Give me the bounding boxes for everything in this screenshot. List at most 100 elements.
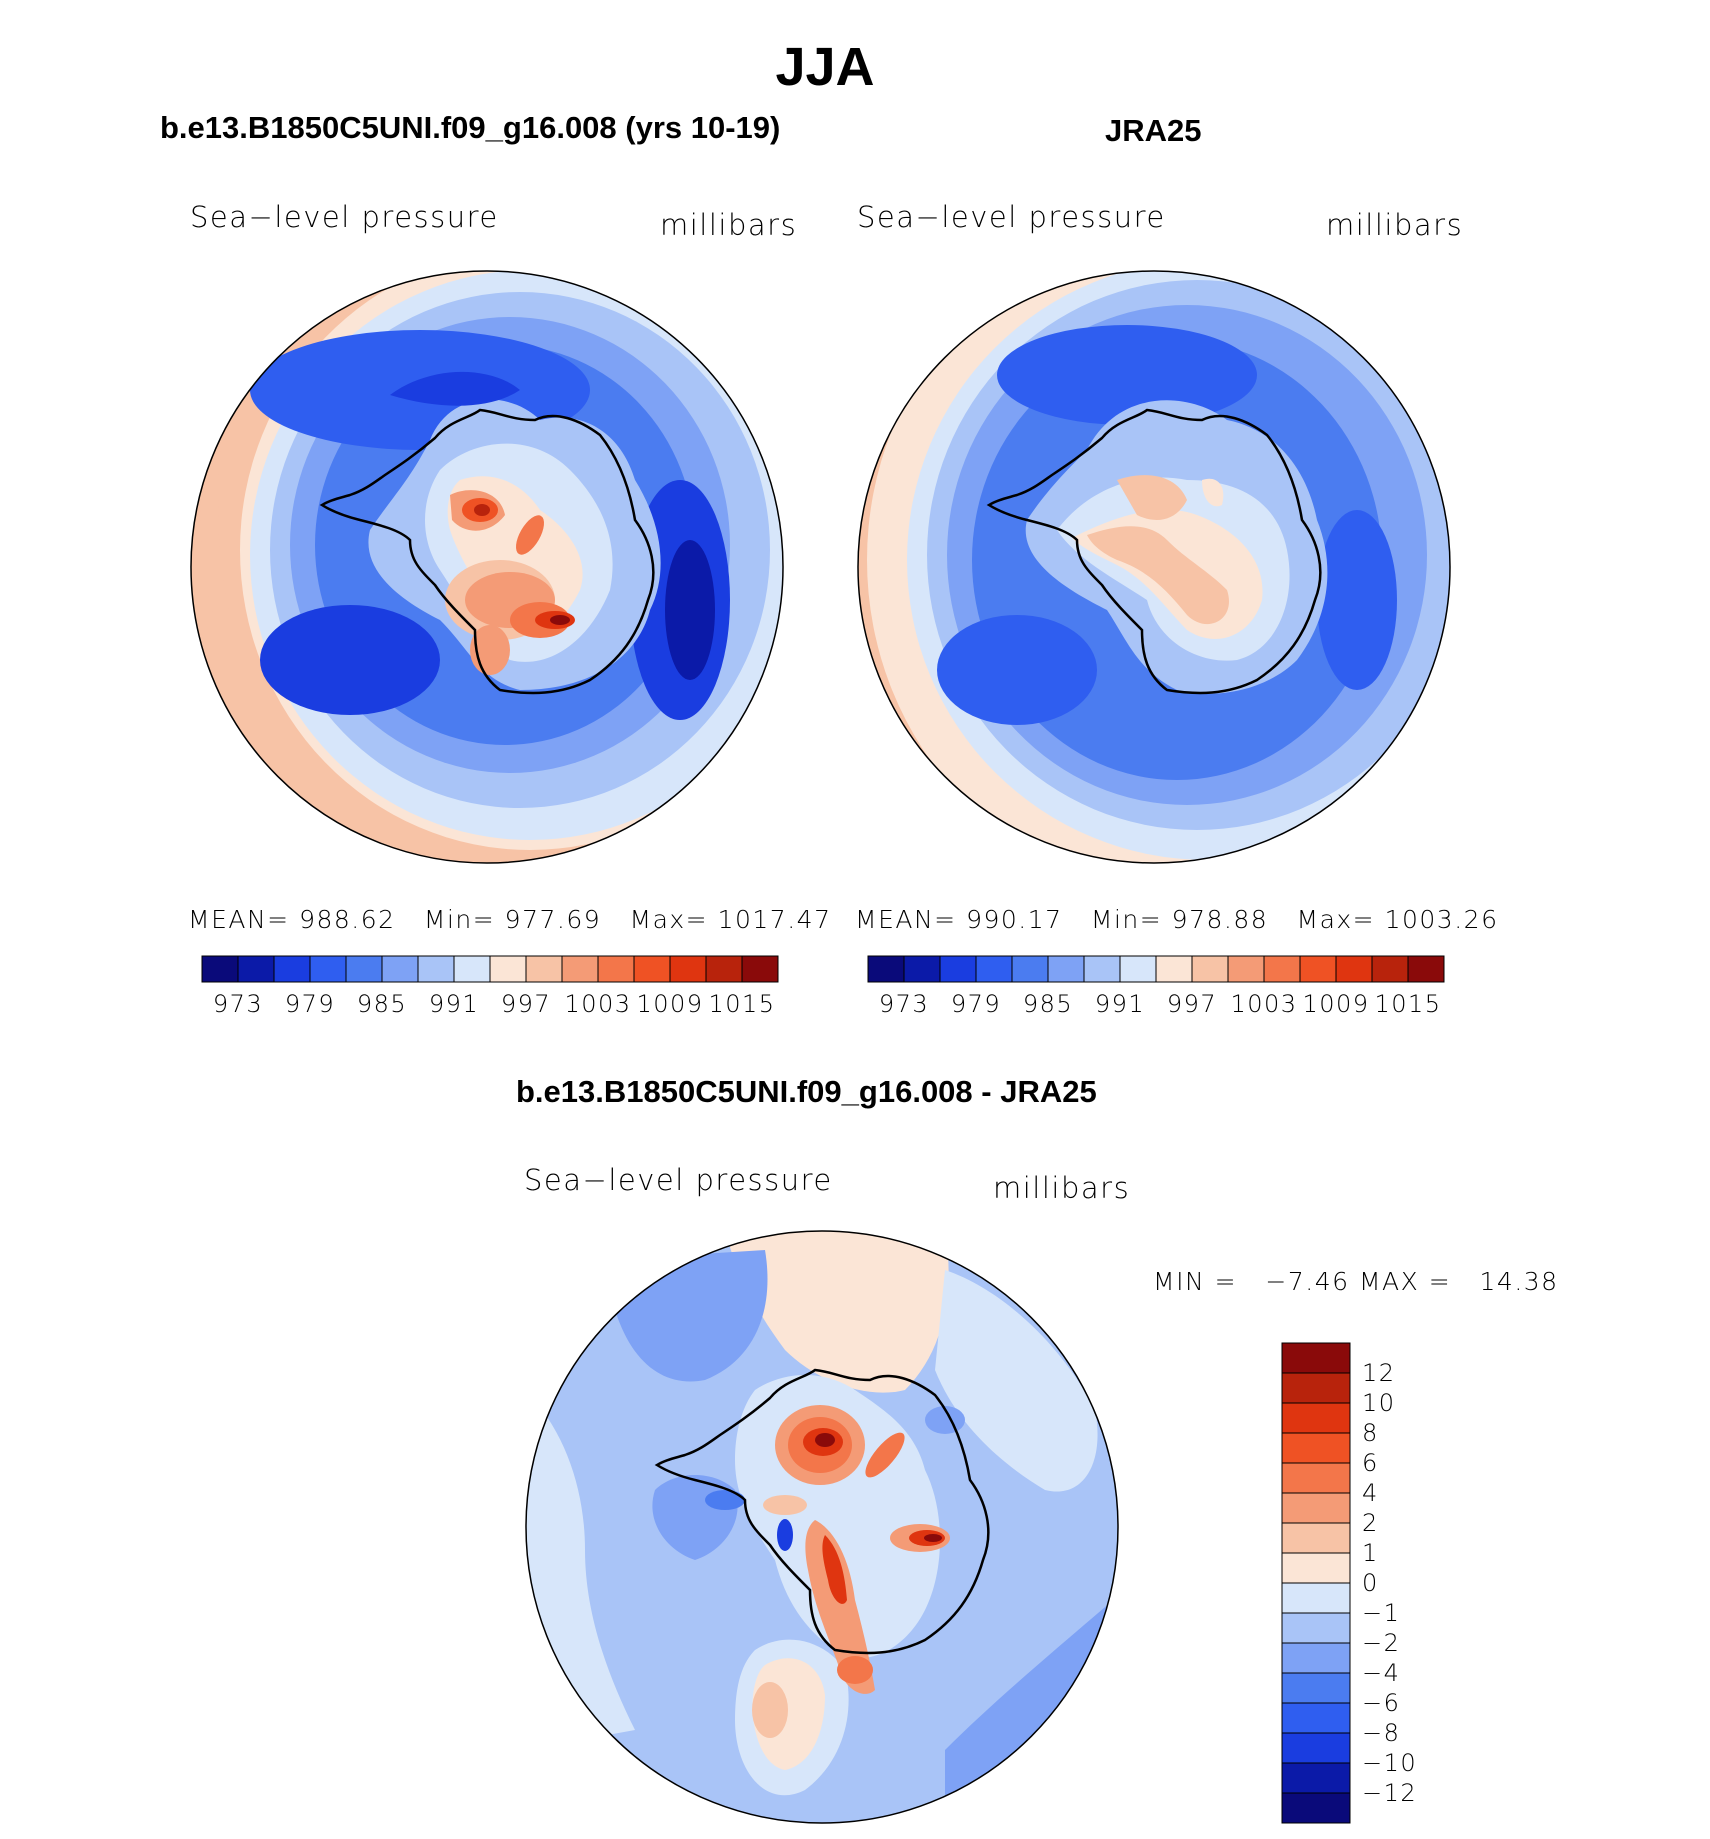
panel-1-variable-label: Sea−level pressure — [190, 200, 499, 234]
colorbar-swatch — [1281, 1342, 1351, 1374]
colorbar-swatch — [417, 955, 455, 983]
colorbar-swatch — [1011, 955, 1049, 983]
colorbar-tick-label: 985 — [1022, 990, 1074, 1018]
colorbar-swatch — [201, 955, 239, 983]
colorbar-swatch — [381, 955, 419, 983]
panel-2-colorbar — [867, 955, 1445, 983]
panel-3-variable-label: Sea−level pressure — [524, 1163, 833, 1197]
colorbar-tick-label: 1009 — [1302, 990, 1370, 1018]
panel-2-units-label: millibars — [1326, 208, 1464, 242]
panel-1-colorbar — [201, 955, 779, 983]
colorbar-swatch — [1371, 955, 1409, 983]
colorbar-swatch — [1281, 1762, 1351, 1794]
colorbar-swatch — [1191, 955, 1229, 983]
panel-2-mean-label: MEAN= — [855, 905, 957, 934]
colorbar-swatch — [1281, 1672, 1351, 1704]
colorbar-swatch — [1281, 1612, 1351, 1644]
panel-1-colorbar-ticks: 973 979 985 991 997 1003 1009 1015 — [202, 990, 778, 1020]
panel-1-min-value: 977.69 — [504, 905, 602, 934]
colorbar-tick-label: −4 — [1362, 1659, 1401, 1687]
colorbar-swatch — [1281, 1732, 1351, 1764]
colorbar-swatch — [1407, 955, 1445, 983]
colorbar-swatch — [975, 955, 1013, 983]
colorbar-tick-label: 985 — [356, 990, 408, 1018]
panel-2-variable-label: Sea−level pressure — [857, 200, 1166, 234]
colorbar-swatch — [1281, 1372, 1351, 1404]
colorbar-tick-label: 997 — [1166, 990, 1218, 1018]
colorbar-tick-label: 1 — [1362, 1539, 1379, 1567]
colorbar-tick-label: 1003 — [564, 990, 632, 1018]
panel-2-min-label: Min= — [1090, 905, 1163, 934]
panel-2-mean-value: 990.17 — [966, 905, 1063, 934]
colorbar-swatch — [1263, 955, 1301, 983]
panel-1-mean-label: MEAN= — [188, 905, 290, 934]
panel-2-map — [857, 270, 1451, 864]
colorbar-swatch — [1299, 955, 1337, 983]
colorbar-tick-label: 1015 — [1374, 990, 1442, 1018]
colorbar-swatch — [633, 955, 671, 983]
colorbar-swatch — [669, 955, 707, 983]
figure-title: JJA — [775, 37, 875, 97]
colorbar-swatch — [1227, 955, 1265, 983]
panel-3-map — [525, 1230, 1119, 1824]
colorbar-tick-label: −2 — [1362, 1629, 1401, 1657]
colorbar-tick-label: 6 — [1362, 1449, 1379, 1477]
panel-1-max-label: Max= — [629, 905, 709, 934]
colorbar-swatch — [705, 955, 743, 983]
panel-2-max-value: 1003.26 — [1384, 905, 1499, 934]
panel-3-colorbar-ticks: 12 10 8 6 4 2 1 0 −1 −2 −4 −6 −8 −10 −12 — [1362, 1343, 1442, 1823]
colorbar-tick-label: 10 — [1362, 1389, 1396, 1417]
colorbar-tick-label: 997 — [500, 990, 552, 1018]
colorbar-swatch — [1281, 1492, 1351, 1524]
panel-1-mean-value: 988.62 — [299, 905, 396, 934]
colorbar-tick-label: −1 — [1362, 1599, 1401, 1627]
colorbar-swatch — [867, 955, 905, 983]
colorbar-tick-label: 8 — [1362, 1419, 1379, 1447]
panel-3-min-label: MIN = — [1153, 1267, 1238, 1296]
colorbar-tick-label: 973 — [878, 990, 930, 1018]
panel-3-stats: MIN = −7.46 MAX = 14.38 — [1153, 1267, 1559, 1296]
colorbar-swatch — [1281, 1462, 1351, 1494]
panel-3-colorbar — [1281, 1342, 1351, 1824]
colorbar-swatch — [1281, 1792, 1351, 1824]
panel-2-title: JRA25 — [1105, 113, 1202, 148]
colorbar-swatch — [903, 955, 941, 983]
colorbar-swatch — [1281, 1642, 1351, 1674]
colorbar-swatch — [1281, 1552, 1351, 1584]
panel-1-units-label: millibars — [660, 208, 798, 242]
colorbar-tick-label: 979 — [284, 990, 336, 1018]
colorbar-swatch — [1119, 955, 1157, 983]
colorbar-tick-label: 1003 — [1230, 990, 1298, 1018]
colorbar-tick-label: 1015 — [708, 990, 776, 1018]
colorbar-swatch — [489, 955, 527, 983]
panel-3-max-value: 14.38 — [1479, 1267, 1559, 1296]
colorbar-swatch — [1083, 955, 1121, 983]
colorbar-swatch — [1281, 1402, 1351, 1434]
colorbar-swatch — [1281, 1702, 1351, 1734]
colorbar-swatch — [1335, 955, 1373, 983]
colorbar-swatch — [597, 955, 635, 983]
colorbar-swatch — [1281, 1432, 1351, 1464]
colorbar-tick-label: −8 — [1362, 1719, 1401, 1747]
panel-3-max-label: MAX = — [1358, 1267, 1452, 1296]
colorbar-tick-label: 2 — [1362, 1509, 1379, 1537]
colorbar-tick-label: 991 — [428, 990, 480, 1018]
colorbar-swatch — [525, 955, 563, 983]
colorbar-tick-label: 991 — [1094, 990, 1146, 1018]
panel-1-map — [190, 270, 784, 864]
colorbar-swatch — [1281, 1522, 1351, 1554]
panel-2-colorbar-ticks: 973 979 985 991 997 1003 1009 1015 — [868, 990, 1444, 1020]
colorbar-swatch — [345, 955, 383, 983]
panel-1-min-label: Min= — [423, 905, 496, 934]
panel-3-title: b.e13.B1850C5UNI.f09_g16.008 - JRA25 — [516, 1074, 1097, 1109]
panel-1-title: b.e13.B1850C5UNI.f09_g16.008 (yrs 10-19) — [160, 110, 781, 145]
colorbar-tick-label: −10 — [1362, 1749, 1418, 1777]
panel-1-stats: MEAN= 988.62 Min= 977.69 Max= 1017.47 — [188, 905, 831, 934]
colorbar-tick-label: 0 — [1362, 1569, 1379, 1597]
colorbar-tick-label: −6 — [1362, 1689, 1401, 1717]
colorbar-tick-label: 4 — [1362, 1479, 1379, 1507]
colorbar-swatch — [237, 955, 275, 983]
panel-1-max-value: 1017.47 — [717, 905, 832, 934]
colorbar-tick-label: −12 — [1362, 1779, 1418, 1807]
colorbar-tick-label: 12 — [1362, 1359, 1396, 1387]
